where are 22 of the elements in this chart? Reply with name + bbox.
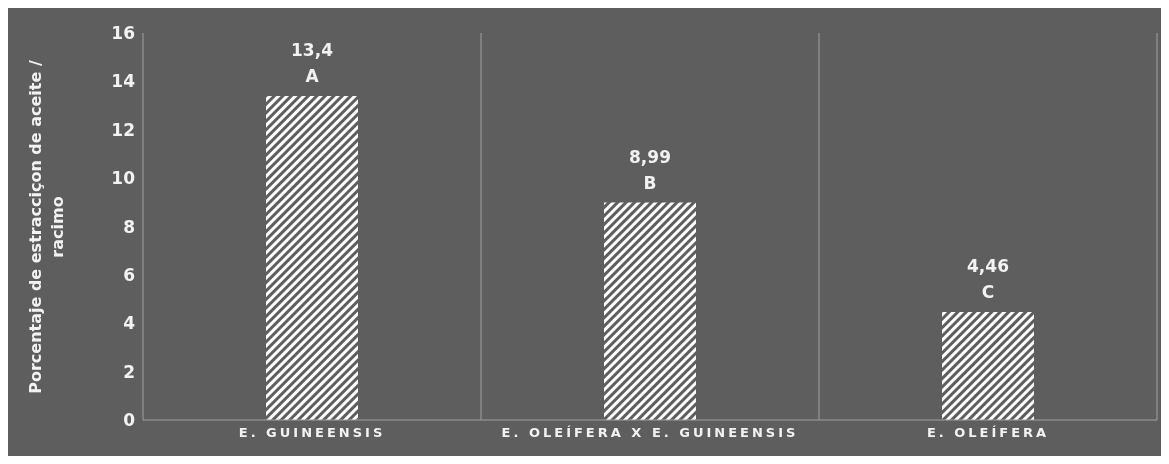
y-tick-label: 16 [111,23,135,44]
y-tick-label: 10 [111,168,136,189]
y-tick-label: 2 [123,361,135,382]
y-axis-title: Porcentaje de estracciçon de aceite / racimo [25,58,68,396]
data-label: 4,46 [967,256,1009,277]
data-label: 8,99 [629,146,671,167]
bar [942,312,1034,420]
y-tick-label: 6 [123,264,135,285]
y-tick-label: 12 [111,119,135,140]
annotation: A [305,65,320,86]
bar [604,202,696,420]
y-tick-label: 8 [123,216,135,237]
bar [266,95,358,420]
y-tick-label: 4 [123,313,136,334]
annotation: B [643,172,657,193]
data-label: 13,4 [291,39,334,60]
annotation: C [981,282,995,303]
x-tick-label: E. OLEÍFERA X E. GUINEENSIS [501,425,799,441]
x-tick-label: E. GUINEENSIS [238,425,386,441]
y-tick-label: 14 [111,71,136,92]
x-tick-label: E. OLEÍFERA [926,425,1050,441]
y-tick-label: 0 [123,410,136,431]
